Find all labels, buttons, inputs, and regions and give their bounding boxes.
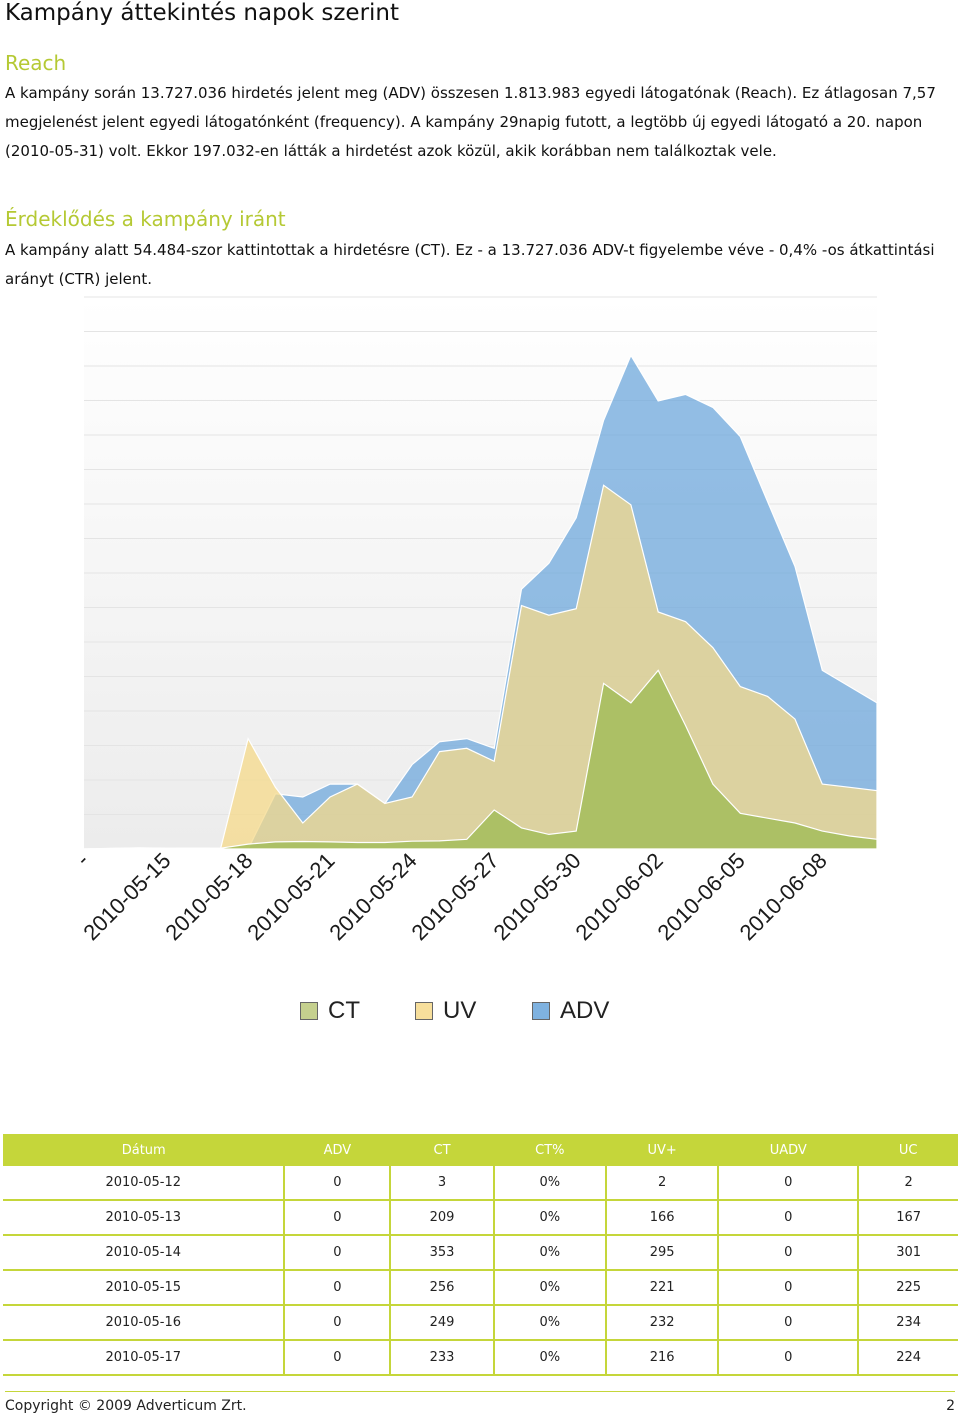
page-title: Kampány áttekintés napok szerint	[5, 0, 400, 26]
legend-item-ct: CT	[300, 995, 360, 1027]
x-tick-label: 2010-05-30	[488, 848, 585, 945]
cell-adv: 0	[284, 1305, 392, 1341]
cell-date: 2010-05-12	[3, 1166, 286, 1201]
footer-divider	[5, 1391, 955, 1392]
cell-uv-plus: 216	[606, 1340, 720, 1376]
x-tick-label: 2010-05-21	[242, 848, 339, 945]
cell-uc: 224	[858, 1340, 958, 1376]
cell-uadv: 0	[718, 1235, 860, 1271]
cell-ct: 249	[390, 1305, 495, 1341]
cell-uc: 167	[858, 1200, 958, 1236]
cell-adv: 0	[284, 1270, 392, 1306]
cell-ct-percent: 0%	[493, 1200, 608, 1236]
cell-uv-plus: 166	[606, 1200, 720, 1236]
cell-adv: 0	[284, 1340, 392, 1376]
header-uadv: UADV	[718, 1134, 859, 1166]
header-date: Dátum	[3, 1134, 285, 1166]
cell-uadv: 0	[718, 1166, 860, 1201]
table-row: 2010-05-12 0 3 0% 2 0 2	[3, 1166, 958, 1201]
legend-label-adv: ADV	[560, 997, 610, 1024]
header-uc: UC	[858, 1134, 958, 1166]
x-tick-label: 2010-05-18	[160, 848, 257, 945]
x-tick-label: -	[71, 848, 94, 871]
cell-ct-percent: 0%	[493, 1235, 608, 1271]
cell-ct: 3	[390, 1166, 495, 1201]
cell-date: 2010-05-16	[3, 1305, 286, 1341]
cell-uv-plus: 295	[606, 1235, 720, 1271]
cell-ct-percent: 0%	[493, 1340, 608, 1376]
cell-date: 2010-05-14	[3, 1235, 286, 1271]
cell-uc: 225	[858, 1270, 958, 1306]
series-area-ct	[83, 669, 878, 850]
x-tick-label: 2010-06-02	[571, 848, 668, 945]
page-number: 2	[946, 1398, 955, 1414]
cell-ct: 233	[390, 1340, 495, 1376]
x-tick-labels: -2010-05-152010-05-182010-05-212010-05-2…	[71, 848, 832, 945]
cell-uc: 301	[858, 1235, 958, 1271]
legend-item-uv: UV	[415, 995, 476, 1027]
footer-copyright: Copyright © 2009 Adverticum Zrt.	[5, 1398, 247, 1414]
x-tick-label: 2010-05-27	[406, 848, 503, 945]
cell-uadv: 0	[718, 1200, 860, 1236]
cell-uv-plus: 2	[606, 1166, 720, 1201]
chart-areas	[83, 354, 878, 850]
cell-adv: 0	[284, 1235, 392, 1271]
cell-uc: 234	[858, 1305, 958, 1341]
cell-ct-percent: 0%	[493, 1166, 608, 1201]
header-adv: ADV	[284, 1134, 391, 1166]
header-uv-plus: UV+	[606, 1134, 719, 1166]
legend-item-adv: ADV	[532, 995, 609, 1027]
cell-ct-percent: 0%	[493, 1305, 608, 1341]
cell-adv: 0	[284, 1200, 392, 1236]
header-ct-percent: CT%	[493, 1134, 607, 1166]
cell-ct: 256	[390, 1270, 495, 1306]
reach-paragraph: A kampány során 13.727.036 hirdetés jele…	[5, 84, 936, 160]
interest-paragraph: A kampány alatt 54.484-szor kattintottak…	[5, 241, 935, 288]
table-row: 2010-05-14 0 353 0% 295 0 301	[3, 1235, 958, 1271]
cell-ct: 209	[390, 1200, 495, 1236]
cell-uadv: 0	[718, 1340, 860, 1376]
legend-swatch-ct	[300, 1002, 318, 1020]
reach-heading: Reach	[5, 51, 67, 75]
interest-heading: Érdeklődés a kampány iránt	[5, 207, 286, 231]
legend-swatch-adv	[532, 1002, 550, 1020]
cell-uadv: 0	[718, 1305, 860, 1341]
header-ct: CT	[390, 1134, 494, 1166]
cell-ct: 353	[390, 1235, 495, 1271]
legend-label-uv: UV	[443, 997, 477, 1024]
cell-date: 2010-05-17	[3, 1340, 286, 1376]
daily-stats-table: Dátum ADV CT CT% UV+ UADV UC 2010-05-12 …	[3, 1134, 958, 1376]
cell-ct-percent: 0%	[493, 1270, 608, 1306]
legend-swatch-uv	[415, 1002, 433, 1020]
table-row: 2010-05-13 0 209 0% 166 0 167	[3, 1200, 958, 1236]
table-row: 2010-05-16 0 249 0% 232 0 234	[3, 1305, 958, 1341]
cell-uc: 2	[858, 1166, 958, 1201]
x-tick-label: 2010-06-05	[653, 848, 750, 945]
cell-date: 2010-05-13	[3, 1200, 286, 1236]
table-row: 2010-05-15 0 256 0% 221 0 225	[3, 1270, 958, 1306]
cell-uv-plus: 232	[606, 1305, 720, 1341]
table-header-row: Dátum ADV CT CT% UV+ UADV UC	[3, 1134, 958, 1166]
x-tick-label: 2010-05-24	[324, 848, 421, 945]
legend-label-ct: CT	[328, 997, 360, 1024]
cell-uadv: 0	[718, 1270, 860, 1306]
x-tick-label: 2010-05-15	[78, 848, 175, 945]
table-row: 2010-05-17 0 233 0% 216 0 224	[3, 1340, 958, 1376]
cell-adv: 0	[284, 1166, 392, 1201]
cell-date: 2010-05-15	[3, 1270, 286, 1306]
x-tick-label: 2010-06-08	[735, 848, 832, 945]
cell-uv-plus: 221	[606, 1270, 720, 1306]
area-chart: -2010-05-152010-05-182010-05-212010-05-2…	[71, 296, 878, 945]
